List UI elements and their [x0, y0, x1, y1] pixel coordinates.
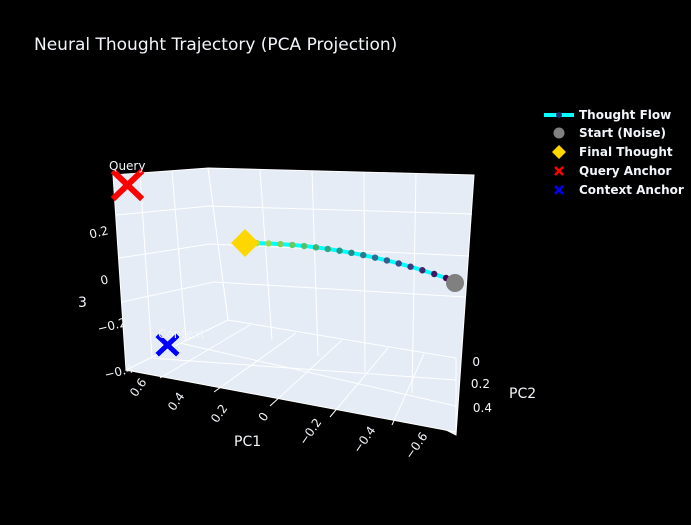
- y-tick-label: 0: [472, 355, 480, 369]
- context-anchor-marker: [155, 333, 180, 357]
- thought-flow-point: [383, 257, 391, 264]
- z-tick-label: 0.2: [88, 223, 110, 241]
- legend-label: Query Anchor: [579, 164, 672, 178]
- legend-item-query[interactable]: Query Anchor: [554, 164, 672, 178]
- query-anchor-label: Query: [109, 159, 145, 173]
- legend-x-icon: [554, 185, 564, 195]
- legend-item-final[interactable]: Final Thought: [552, 145, 673, 159]
- thought-flow-point: [324, 245, 331, 253]
- start-noise-marker: [446, 274, 464, 292]
- z-tick-labels: 0.2 0 −0.2 −0.4: [88, 223, 135, 382]
- thought-flow-point: [395, 260, 402, 267]
- legend-item-thought-flow[interactable]: Thought Flow: [544, 108, 671, 122]
- legend-item-context[interactable]: Context Anchor: [554, 183, 684, 197]
- thought-flow-point: [407, 263, 414, 270]
- legend-line-marker-icon: [556, 112, 562, 118]
- thought-flow-point: [419, 267, 426, 274]
- legend-circle-icon: [553, 127, 565, 139]
- legend-label: Context Anchor: [579, 183, 684, 197]
- y-tick-label: 0.4: [473, 401, 492, 415]
- thought-flow-point: [312, 244, 320, 251]
- query-anchor-marker: [110, 168, 145, 202]
- grid-lines: [115, 169, 473, 426]
- thought-flow-point: [289, 241, 296, 249]
- legend-label: Thought Flow: [579, 108, 671, 122]
- z-tick-label: −0.2: [96, 315, 128, 336]
- thought-flow-point: [336, 247, 343, 254]
- scene-3d[interactable]: 0.20−0.2−0.4 0.60.40.2 0 −0.2 −0.4 −0.6 00.2…: [78, 159, 536, 462]
- thought-flow-point: [265, 240, 272, 247]
- thought-flow-point: [430, 270, 438, 278]
- legend-item-start[interactable]: Start (Noise): [553, 126, 666, 140]
- thought-flow-point: [277, 240, 284, 248]
- chart-title: Neural Thought Trajectory (PCA Projectio…: [34, 35, 397, 55]
- legend-label: Final Thought: [579, 145, 673, 159]
- z-tick-label: −0.4: [103, 361, 135, 382]
- legend: Thought Flow Start (Noise) Final Thought…: [544, 108, 684, 197]
- y-axis-title: PC2: [509, 386, 536, 402]
- z-axis-title: 3: [78, 295, 87, 311]
- z-tick-label: 0: [99, 272, 110, 287]
- thought-flow-point: [300, 242, 308, 250]
- thought-flow-point: [360, 251, 367, 259]
- y-tick-label: 0.2: [471, 377, 490, 391]
- floor-pane: [124, 319, 457, 433]
- y-tick-labels: 0 0.2 0.4: [471, 355, 492, 415]
- context-anchor-label: Context: [158, 327, 205, 341]
- legend-x-icon: [554, 166, 564, 176]
- thought-flow-point: [371, 254, 379, 261]
- thought-flow-point: [348, 249, 355, 257]
- legend-label: Start (Noise): [579, 126, 666, 140]
- final-thought-marker: [231, 229, 259, 257]
- legend-diamond-icon: [552, 145, 566, 159]
- x-axis-title: PC1: [234, 434, 261, 450]
